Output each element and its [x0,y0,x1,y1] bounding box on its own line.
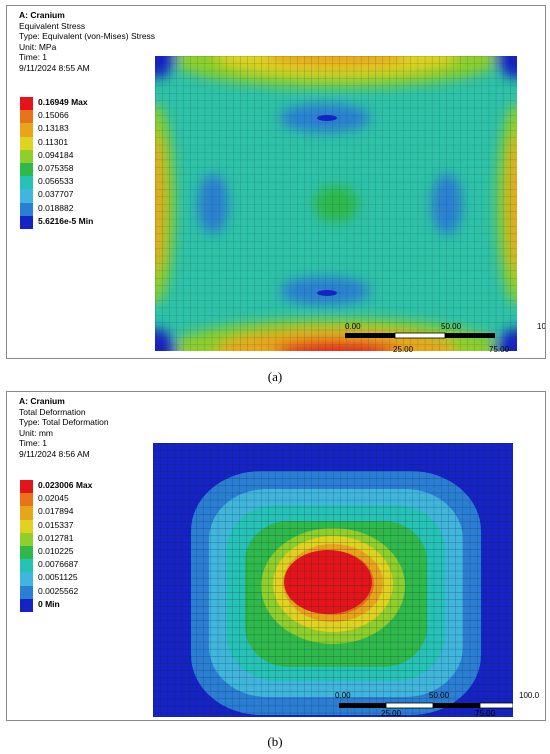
legend-label: 0.0025562 [38,585,79,596]
scale-label: 0.00 [335,691,351,700]
legend-label: 0.16949 Max [38,97,88,107]
legend-label: 0.012781 [38,532,74,543]
scale-label: 0.00 [345,322,361,331]
analysis-title: A: Cranium [19,10,65,20]
legend-swatch [20,149,33,163]
deformation-contour-mesh [153,443,513,717]
legend-label: 0.015337 [38,519,74,530]
result-name: Total Deformation [19,406,86,417]
stress-result-panel: A: Cranium Equivalent Stress Type: Equiv… [6,5,546,359]
scale-label: 50.00 [429,691,450,700]
legend-swatch [20,598,33,612]
legend-swatch [20,176,33,190]
figure-caption-b: (b) [267,734,283,749]
legend-label: 0.056533 [38,176,74,187]
scale-label: 75.00 [475,709,496,718]
legend-label: 0.11301 [38,136,69,147]
result-time: Time: 1 [19,52,48,63]
legend-swatch [20,532,33,546]
scale-label: 25.00 [393,345,414,354]
legend-swatch [20,162,33,177]
stress-contour-mesh [155,56,517,351]
result-timestamp: 9/11/2024 8:55 AM [19,62,90,73]
legend-swatch [20,493,33,507]
legend-swatch [20,559,33,573]
legend-swatch [20,110,33,124]
legend-swatch [20,123,33,137]
legend-swatch [20,545,33,560]
legend-swatch [20,572,33,586]
analysis-title: A: Cranium [19,396,65,406]
legend-swatch [20,97,33,111]
legend-label: 0.037707 [38,189,74,200]
result-type: Type: Equivalent (von-Mises) Stress [19,31,156,42]
scale-label: 75.00 [489,345,510,354]
scale-labels: 0.00 50.00 100 25.00 75.00 [345,322,545,354]
legend-label: 0.023006 Max [38,480,93,490]
legend-label: 0.094184 [38,149,74,160]
scale-bar [345,332,495,339]
result-name: Equivalent Stress [19,20,86,31]
scale-label: 25.00 [381,709,402,718]
scale-labels: 0.00 50.00 100.0 25.00 75.00 [335,691,540,718]
legend-swatch [20,136,33,150]
result-unit: Unit: mm [19,427,53,438]
legend-swatch [20,480,33,494]
legend-label: 0.02045 [38,493,69,504]
legend-label: 0.010225 [38,545,74,556]
legend-swatch [20,215,33,229]
legend-swatch [20,519,33,533]
deformation-result-panel: A: Cranium Total Deformation Type: Total… [6,391,546,721]
legend-label: 5.6216e-5 Min [38,215,94,226]
legend-label: 0.13183 [38,123,69,134]
figure-caption-a: (a) [267,369,283,384]
result-info: A: Cranium Equivalent Stress Type: Equiv… [19,10,155,74]
result-type: Type: Total Deformation [19,417,109,428]
scale-bar [339,702,513,709]
legend-label: 0 Min [38,598,60,609]
legend-label: 0.0076687 [38,559,79,570]
legend-swatch [20,585,33,599]
legend-swatch [20,202,33,216]
legend-label: 0.018882 [38,202,74,213]
result-time: Time: 1 [19,438,48,449]
result-info: A: Cranium Total Deformation Type: Total… [19,396,109,460]
scale-label: 100.0 [519,691,540,700]
legend-label: 0.15066 [38,110,69,121]
legend-swatch [20,189,33,203]
legend-label: 0.0051125 [38,572,78,583]
scale-label: 100 [537,322,545,331]
legend-label: 0.017894 [38,506,74,517]
result-timestamp: 9/11/2024 8:56 AM [19,448,90,459]
legend-swatch [20,506,33,520]
result-unit: Unit: MPa [19,41,57,52]
legend-label: 0.075358 [38,162,74,173]
scale-label: 50.00 [441,322,462,331]
